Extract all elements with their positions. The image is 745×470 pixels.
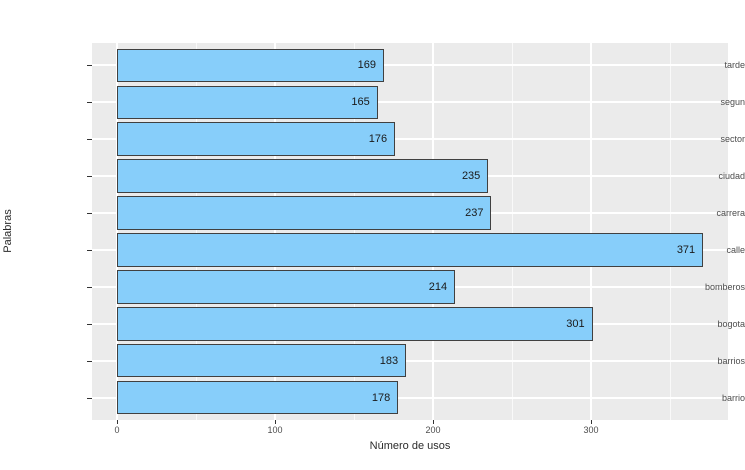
bar-value-label: 183 (379, 354, 399, 367)
gridline-minor-350 (669, 43, 671, 420)
bar-sector: 176 (117, 122, 396, 156)
x-tick-label-0: 0 (114, 425, 120, 435)
gridline-minor-150 (353, 43, 355, 420)
bar-bogota: 301 (117, 307, 593, 341)
y-tick-mark (87, 360, 92, 362)
x-tick-mark (275, 420, 276, 424)
y-tick-mark (87, 139, 92, 141)
gridline-row-sector (92, 138, 728, 141)
x-axis-title: Número de usos (369, 440, 451, 452)
y-tick-label-calle: calle (726, 244, 745, 255)
y-tick-label-bomberos: bomberos (704, 281, 745, 292)
y-axis-title: Palabras (2, 209, 14, 253)
y-tick-label-barrio: barrio (721, 392, 745, 403)
y-tick-mark (87, 397, 92, 399)
gridline-major-300 (590, 43, 592, 420)
plot-panel: 169 165 176 235 237 371 214 301 183 178 (92, 43, 728, 420)
y-tick-mark (87, 102, 92, 104)
bar-value-label: 169 (357, 59, 377, 72)
x-tick-label-200: 200 (425, 425, 441, 435)
bar-tarde: 169 (117, 48, 385, 82)
y-tick-mark (87, 176, 92, 178)
y-tick-label-bogota: bogota (717, 318, 745, 329)
bar-ciudad: 235 (117, 159, 489, 193)
y-tick-label-tarde: tarde (724, 60, 745, 71)
bar-value-label: 214 (428, 280, 448, 293)
bar-segun: 165 (117, 85, 378, 119)
gridline-row-barrios (92, 359, 728, 362)
x-tick-mark (117, 420, 118, 424)
x-tick-mark (591, 420, 592, 424)
bar-barrios: 183 (117, 344, 407, 378)
bar-calle: 371 (117, 233, 704, 267)
bar-value-label: 301 (566, 317, 585, 330)
gridline-major-100 (274, 43, 276, 420)
gridline-row-tarde (92, 64, 728, 67)
gridline-major-0 (116, 43, 118, 420)
gridline-major-200 (432, 43, 434, 420)
gridline-row-segun (92, 101, 728, 104)
bar-value-label: 176 (368, 133, 388, 146)
y-tick-label-ciudad: ciudad (718, 171, 745, 182)
bar-bomberos: 214 (117, 270, 456, 304)
bar-carrera: 237 (117, 196, 492, 230)
gridline-minor-250 (511, 43, 513, 420)
y-tick-label-sector: sector (720, 134, 745, 145)
bar-value-label: 371 (676, 243, 696, 256)
y-tick-mark (87, 65, 92, 67)
bar-barrio: 178 (117, 381, 399, 415)
y-tick-label-segun: segun (720, 97, 745, 108)
bar-value-label: 178 (371, 391, 391, 404)
x-tick-label-300: 300 (583, 425, 599, 435)
y-tick-label-carrera: carrera (716, 208, 745, 219)
y-tick-mark (87, 213, 92, 215)
y-tick-label-barrios: barrios (717, 355, 745, 366)
gridline-minor-50 (195, 43, 197, 420)
x-tick-label-100: 100 (267, 425, 283, 435)
gridline-row-barrio (92, 396, 728, 399)
y-tick-mark (87, 249, 92, 251)
x-tick-mark (433, 420, 434, 424)
y-tick-mark (87, 286, 92, 288)
y-tick-mark (87, 323, 92, 325)
bar-value-label: 235 (461, 170, 481, 183)
bar-value-label: 237 (465, 207, 484, 219)
bar-value-label: 165 (351, 96, 370, 109)
